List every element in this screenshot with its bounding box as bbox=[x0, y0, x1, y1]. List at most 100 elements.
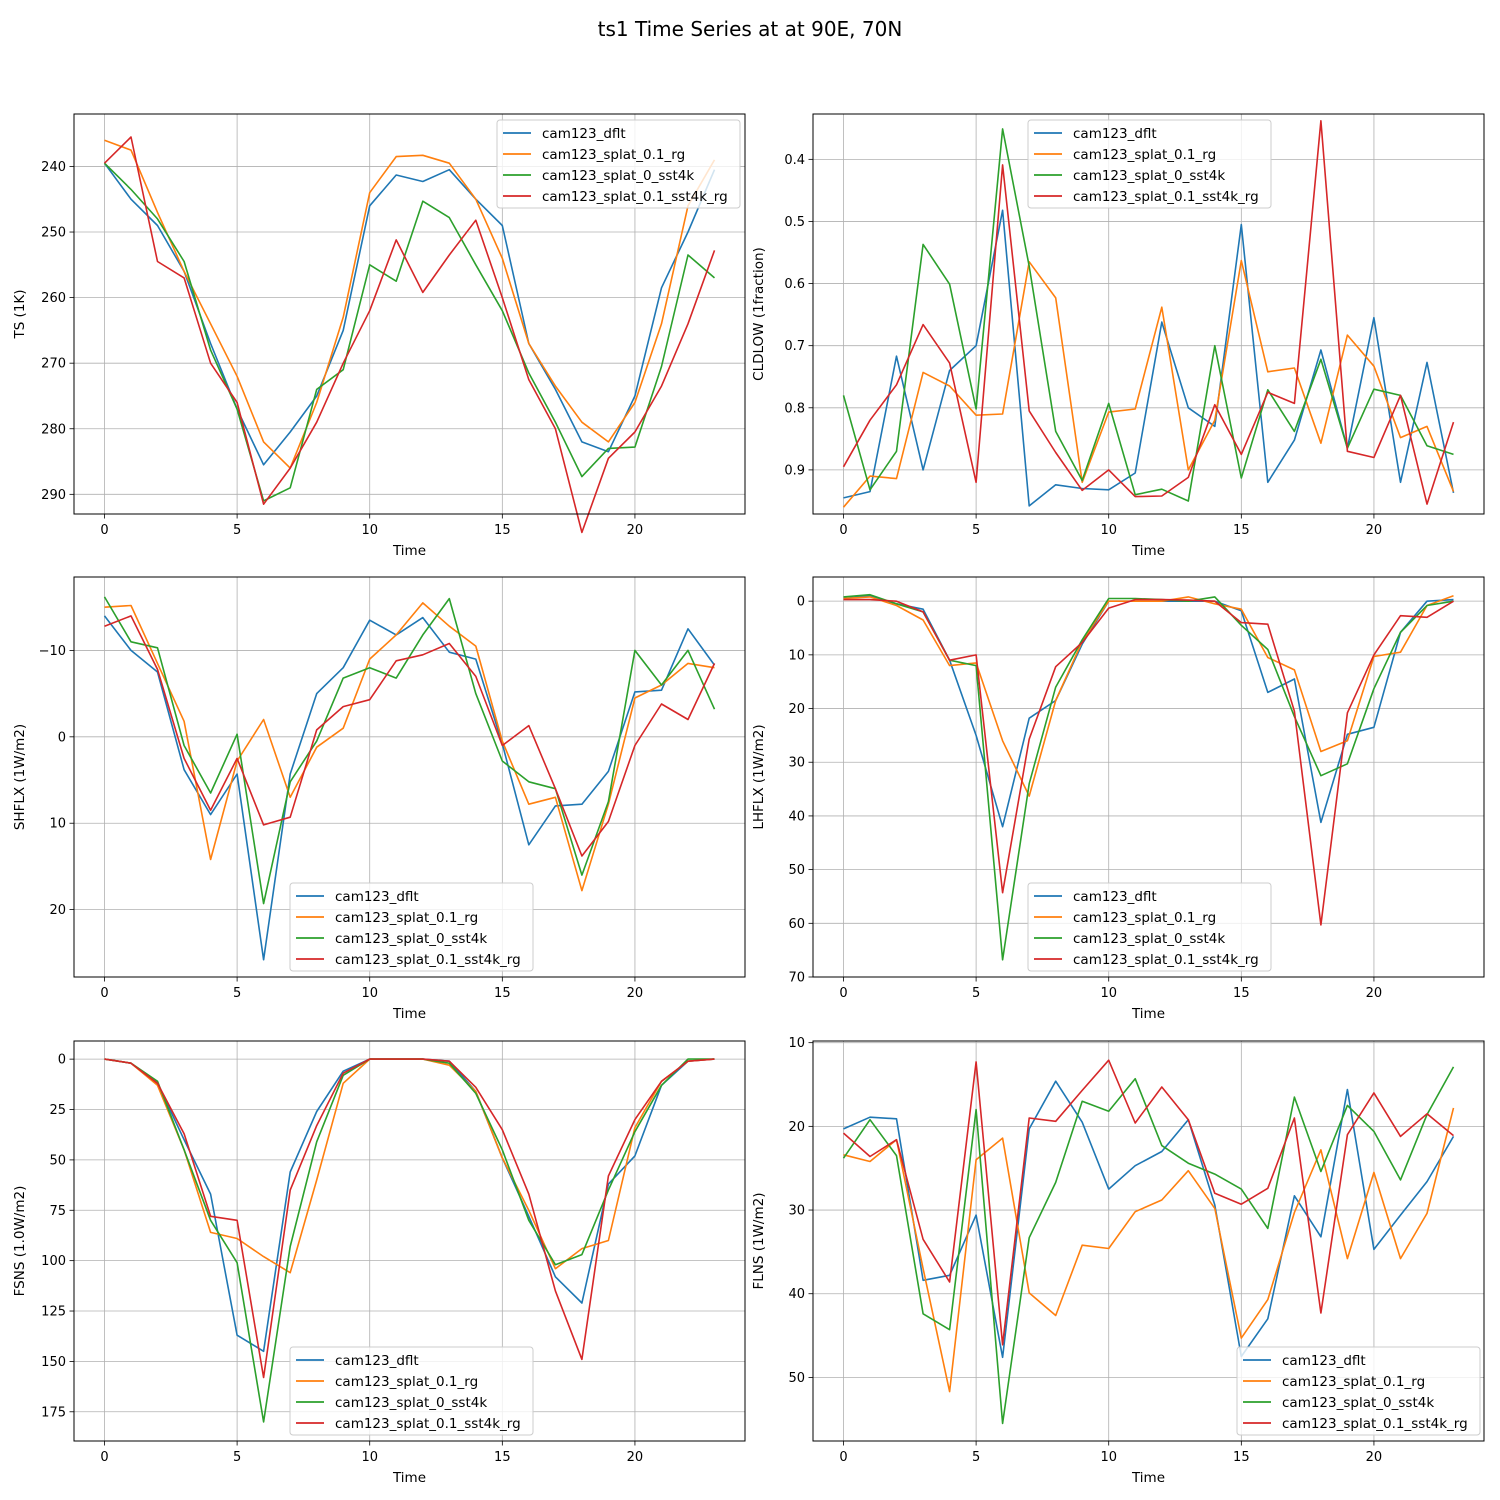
plot-frame bbox=[812, 576, 1485, 978]
legend-label: cam123_dflt bbox=[542, 126, 626, 142]
y-tick-label: 270 bbox=[41, 357, 66, 372]
series-line-cam123_splat_0.1_sst4k_rg bbox=[104, 615, 716, 857]
y-axis-label: FLNS (1W/m2) bbox=[751, 1192, 767, 1289]
legend-label: cam123_splat_0.1_sst4k_rg bbox=[335, 1416, 521, 1432]
x-tick-label: 10 bbox=[1100, 986, 1117, 1001]
series-line-cam123_splat_0.1_sst4k_rg bbox=[842, 1059, 1455, 1346]
series-line-cam123_dflt bbox=[103, 615, 716, 961]
series-line-cam123_splat_0_sst4k bbox=[842, 1066, 1455, 1425]
x-axis-label: Time bbox=[1131, 1470, 1165, 1486]
y-axis-label: CLDLOW (1fraction) bbox=[751, 247, 767, 381]
series-line-cam123_splat_0_sst4k bbox=[842, 128, 1454, 502]
y-tick-label: 0.8 bbox=[784, 401, 805, 416]
y-tick-label: 0.5 bbox=[784, 215, 805, 230]
y-tick-label: 60 bbox=[788, 917, 805, 932]
chart-panel-3: 0 5 10 15 20 −10 0 10 20 Time SHFLX (1W/m2) cam123_… bbox=[12, 576, 746, 1022]
legend-label: cam123_splat_0.1_sst4k_rg bbox=[335, 952, 521, 968]
y-tick-label: 70 bbox=[788, 971, 805, 986]
x-tick-label: 15 bbox=[494, 1450, 511, 1465]
x-tick-label: 15 bbox=[1233, 986, 1250, 1001]
legend-label: cam123_dflt bbox=[335, 1353, 419, 1369]
x-tick-label: 5 bbox=[233, 523, 241, 538]
y-tick-label: 0.7 bbox=[784, 339, 805, 354]
x-axis-label: Time bbox=[392, 1470, 426, 1486]
y-tick-label: 240 bbox=[41, 160, 66, 175]
plot-frame bbox=[73, 113, 746, 515]
y-axis-label: FSNS (1.0W/m2) bbox=[12, 1186, 28, 1297]
y-tick-label: 0 bbox=[797, 595, 805, 610]
series-line-cam123_splat_0.1_sst4k_rg bbox=[843, 598, 1454, 926]
chart-panel-1: 0 5 10 15 20 240 250 260 270 280 290 Time TS (1K) cam… bbox=[12, 113, 746, 559]
y-tick-label: 10 bbox=[788, 1036, 805, 1051]
series-line-cam123_dflt bbox=[104, 1058, 715, 1353]
chart-panel-4: 0 5 10 15 20 0 10 20 30 40 50 60 70 Time LHFLX (1W/m2)… bbox=[751, 576, 1485, 1022]
series-line-cam123_splat_0.1_sst4k_rg bbox=[842, 120, 1455, 505]
y-tick-label: 20 bbox=[788, 702, 805, 717]
x-tick-label: 10 bbox=[361, 523, 378, 538]
series-line-cam123_splat_0.1_rg bbox=[843, 1107, 1455, 1393]
series-line-cam123_dflt bbox=[843, 1080, 1455, 1359]
legend: cam123_dflt cam123_splat_0.1_rg cam123_spl… bbox=[1027, 882, 1272, 972]
series-line-cam123_dflt bbox=[103, 162, 716, 466]
x-tick-label: 20 bbox=[1366, 1450, 1383, 1465]
x-tick-label: 10 bbox=[361, 1450, 378, 1465]
y-tick-label: 20 bbox=[788, 1120, 805, 1135]
series-line-cam123_dflt bbox=[843, 209, 1455, 507]
legend: cam123_dflt cam123_splat_0.1_rg cam123_spl… bbox=[289, 882, 534, 972]
x-tick-label: 15 bbox=[494, 986, 511, 1001]
legend-label: cam123_dflt bbox=[335, 889, 419, 905]
legend-label: cam123_splat_0.1_rg bbox=[335, 1374, 478, 1390]
y-axis-label: LHFLX (1W/m2) bbox=[751, 724, 767, 829]
plot-frame bbox=[812, 113, 1485, 515]
legend-label: cam123_splat_0_sst4k bbox=[1073, 168, 1225, 184]
y-tick-label: 290 bbox=[41, 488, 66, 503]
chart-panel-6: 0 5 10 15 20 10 20 30 40 50 Time FLNS (1W/m2) cam123… bbox=[751, 1036, 1485, 1486]
legend-label: cam123_splat_0_sst4k bbox=[1073, 931, 1225, 947]
legend-frame bbox=[289, 882, 534, 972]
x-axis-label: Time bbox=[1131, 1006, 1165, 1022]
legend-label: cam123_splat_0.1_sst4k_rg bbox=[1282, 1416, 1468, 1432]
y-tick-label: 0 bbox=[58, 1053, 66, 1068]
legend-label: cam123_splat_0_sst4k bbox=[1282, 1395, 1434, 1411]
chart-panel-5: 0 5 10 15 20 0 25 50 75 100 125 150 175 Time FSNS (1.0… bbox=[12, 1040, 746, 1486]
series-line-cam123_splat_0.1_rg bbox=[104, 139, 716, 469]
y-tick-label: 20 bbox=[49, 903, 66, 918]
series-line-cam123_splat_0.1_rg bbox=[843, 595, 1454, 797]
series-line-cam123_splat_0_sst4k bbox=[103, 596, 716, 905]
plot-frame bbox=[73, 576, 746, 978]
y-tick-label: 40 bbox=[788, 1287, 805, 1302]
y-tick-label: 25 bbox=[49, 1103, 66, 1118]
legend-frame bbox=[1027, 882, 1272, 972]
legend-label: cam123_dflt bbox=[1073, 889, 1157, 905]
series-line-cam123_splat_0_sst4k bbox=[103, 162, 716, 502]
x-tick-label: 20 bbox=[627, 523, 644, 538]
y-tick-label: 10 bbox=[49, 817, 66, 832]
legend-label: cam123_splat_0_sst4k bbox=[335, 1395, 487, 1411]
x-tick-label: 15 bbox=[494, 523, 511, 538]
x-tick-label: 0 bbox=[839, 523, 847, 538]
x-axis-label: Time bbox=[1131, 543, 1165, 559]
y-tick-label: 250 bbox=[41, 226, 66, 241]
x-tick-label: 5 bbox=[972, 986, 980, 1001]
x-tick-label: 5 bbox=[972, 523, 980, 538]
y-tick-label: 30 bbox=[788, 1204, 805, 1219]
x-tick-label: 20 bbox=[627, 1450, 644, 1465]
legend-frame bbox=[496, 119, 741, 209]
y-axis-label: SHFLX (1W/m2) bbox=[12, 724, 28, 830]
x-tick-label: 0 bbox=[100, 986, 108, 1001]
plot-frame bbox=[73, 1040, 746, 1442]
y-tick-label: −10 bbox=[39, 644, 66, 659]
y-tick-label: 175 bbox=[41, 1405, 66, 1420]
legend: cam123_dflt cam123_splat_0.1_rg cam123_spl… bbox=[1027, 119, 1272, 209]
series-line-cam123_splat_0.1_rg bbox=[842, 259, 1455, 508]
x-tick-label: 0 bbox=[839, 1450, 847, 1465]
y-tick-label: 40 bbox=[788, 809, 805, 824]
legend-frame bbox=[1027, 119, 1272, 209]
legend-label: cam123_splat_0_sst4k bbox=[335, 931, 487, 947]
x-tick-label: 10 bbox=[361, 986, 378, 1001]
y-tick-label: 75 bbox=[49, 1204, 66, 1219]
y-tick-label: 100 bbox=[41, 1254, 66, 1269]
y-tick-label: 150 bbox=[41, 1355, 66, 1370]
series-line-cam123_dflt bbox=[843, 594, 1454, 828]
legend-frame bbox=[289, 1346, 534, 1436]
